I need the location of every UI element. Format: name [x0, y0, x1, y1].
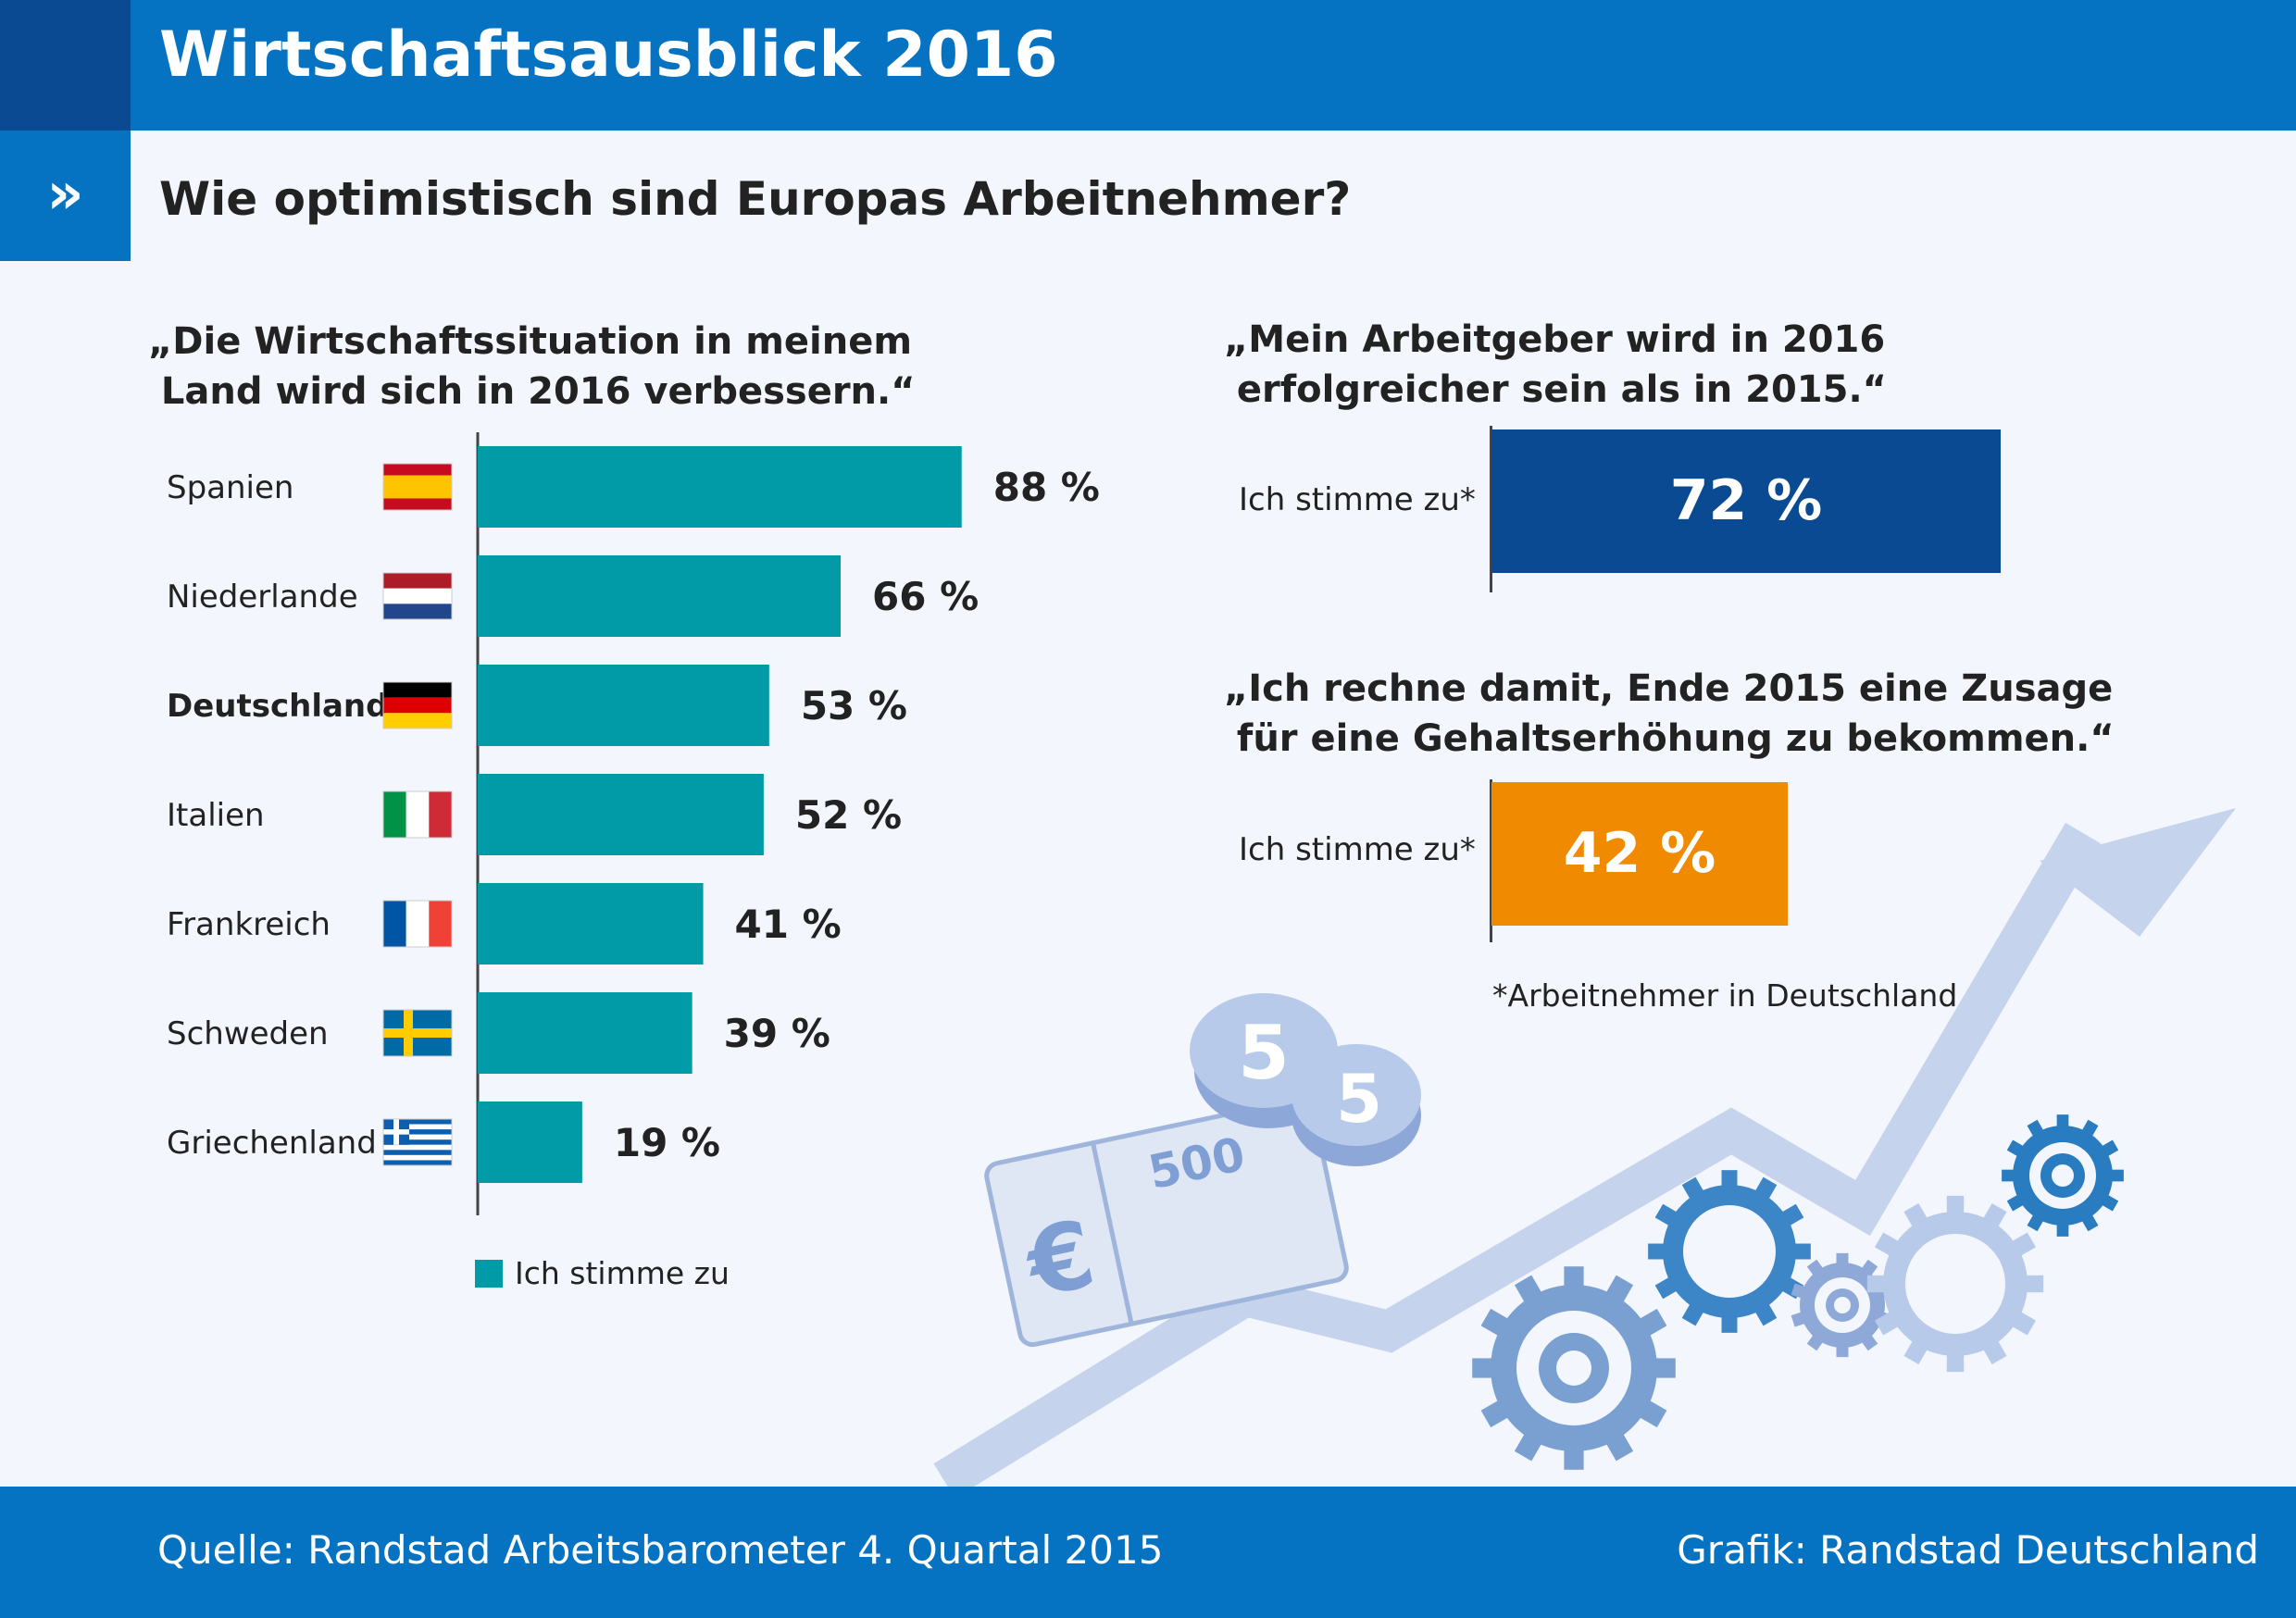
- bar: [478, 883, 704, 965]
- salary-value-bar: 42 %: [1491, 782, 1788, 926]
- footer-bar: [0, 1487, 2296, 1618]
- header-bar: [0, 0, 2296, 131]
- page-subtitle: Wie optimistisch sind Europas Arbeitnehm…: [159, 172, 1352, 226]
- flag-spain-icon: [382, 463, 453, 511]
- flag-greece-icon: [382, 1118, 453, 1166]
- bar: [478, 992, 693, 1074]
- country-label: Italien: [167, 797, 265, 834]
- header-accent-square: [0, 0, 131, 131]
- banknote-icon: 500 €: [984, 1096, 1349, 1348]
- data-label: 88 %: [993, 465, 1100, 510]
- agree-label: Ich stimme zu*: [1239, 831, 1476, 868]
- page-title: Wirtschaftsausblick 2016: [159, 19, 1058, 92]
- bar: [478, 446, 962, 528]
- country-label: Niederlande: [167, 579, 358, 616]
- svg-text:5: 5: [1238, 1010, 1290, 1096]
- legend-label: Ich stimme zu: [515, 1255, 730, 1291]
- axis-line: [1490, 426, 1492, 592]
- double-chevron-icon: »: [46, 159, 84, 227]
- bar: [478, 555, 842, 637]
- country-label: Deutschland: [167, 688, 388, 725]
- country-label: Spanien: [167, 469, 293, 506]
- data-label: 53 %: [801, 683, 907, 728]
- axis-line: [1490, 779, 1492, 942]
- data-label: 19 %: [614, 1120, 720, 1165]
- country-label: Schweden: [167, 1015, 329, 1052]
- gear-icon: [1791, 1252, 1894, 1358]
- flag-sweden-icon: [382, 1009, 453, 1057]
- bar: [478, 665, 769, 746]
- footnote: *Arbeitnehmer in Deutschland: [1492, 977, 1958, 1014]
- flag-france-icon: [382, 900, 453, 948]
- source-text: Quelle: Randstad Arbeitsbarometer 4. Qua…: [157, 1527, 1164, 1573]
- data-label: 66 %: [872, 574, 979, 619]
- gear-icon: [1472, 1266, 1676, 1470]
- bar: [478, 774, 764, 855]
- credit-text: Grafik: Randstad Deutschland: [1677, 1527, 2259, 1573]
- svg-text:5: 5: [1336, 1060, 1382, 1138]
- legend-swatch: [475, 1260, 503, 1288]
- data-label: 41 %: [735, 902, 842, 947]
- data-label: 52 %: [795, 792, 902, 838]
- gear-icon: [1866, 1195, 2044, 1373]
- data-label: 39 %: [724, 1011, 830, 1056]
- left-chart-title: „Die Wirtschaftssituation in meinem Land…: [148, 320, 916, 413]
- flag-germany-icon: [382, 681, 453, 729]
- agree-label: Ich stimme zu*: [1239, 481, 1476, 518]
- flag-netherlands-icon: [382, 572, 453, 620]
- employer-value-bar: 72 %: [1491, 429, 2001, 573]
- coin-icon: 5: [1292, 1044, 1421, 1166]
- country-label: Griechenland: [167, 1125, 377, 1162]
- bar: [478, 1101, 582, 1183]
- employer-question: „Mein Arbeitgeber wird in 2016 erfolgrei…: [1224, 318, 1887, 411]
- subtitle-accent-square: [0, 131, 131, 261]
- gear-icon: [2002, 1114, 2124, 1237]
- gears-icon: [1472, 1114, 2124, 1470]
- growth-arrow-icon: [933, 808, 2236, 1499]
- salary-question: „Ich rechne damit, Ende 2015 eine Zusage…: [1224, 667, 2115, 760]
- country-label: Frankreich: [167, 906, 331, 943]
- gear-icon: [1648, 1170, 1811, 1333]
- flag-italy-icon: [382, 790, 453, 839]
